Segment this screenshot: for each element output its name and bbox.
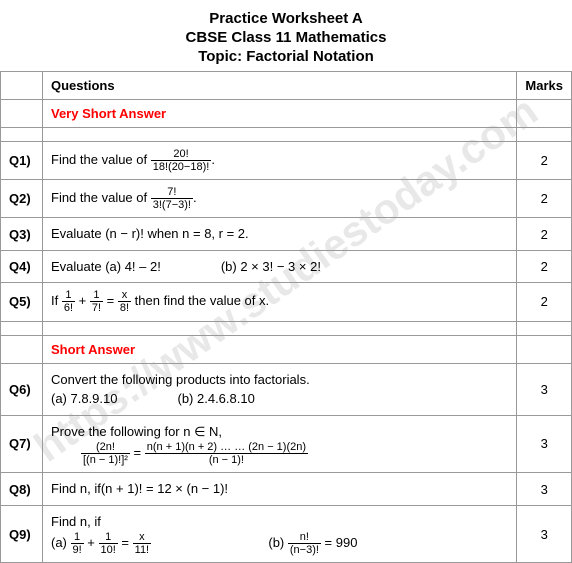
qnum: Q7)	[1, 415, 43, 473]
question-text: Find the value of 20!18!(20−18)!.	[43, 142, 517, 180]
marks-value: 2	[517, 283, 572, 321]
cell-blank	[517, 335, 572, 363]
question-text: Evaluate (a) 4! – 2!(b) 2 × 3! − 3 × 2!	[43, 250, 517, 283]
col-header-marks: Marks	[517, 72, 572, 100]
question-row-q5: Q5) If 16! + 17! = x8! then find the val…	[1, 283, 572, 321]
question-row-q4: Q4) Evaluate (a) 4! – 2!(b) 2 × 3! − 3 ×…	[1, 250, 572, 283]
qnum: Q4)	[1, 250, 43, 283]
question-row-q6: Q6) Convert the following products into …	[1, 363, 572, 415]
qnum: Q9)	[1, 505, 43, 563]
title-line1: Practice Worksheet A	[0, 10, 572, 27]
question-text: If 16! + 17! = x8! then find the value o…	[43, 283, 517, 321]
question-row-q1: Q1) Find the value of 20!18!(20−18)!. 2	[1, 142, 572, 180]
marks-value: 3	[517, 363, 572, 415]
cell-blank	[1, 100, 43, 128]
worksheet-header: Practice Worksheet A CBSE Class 11 Mathe…	[0, 0, 572, 71]
question-text: Find the value of 7!3!(7−3)!.	[43, 180, 517, 218]
marks-value: 2	[517, 250, 572, 283]
section-row-vsa: Very Short Answer	[1, 100, 572, 128]
question-row-q7: Q7) Prove the following for n ∈ N, (2n![…	[1, 415, 572, 473]
question-text: Find n, if (a) 19! + 110! = x11! (b) n!(…	[43, 505, 517, 563]
marks-value: 2	[517, 218, 572, 251]
question-text: Evaluate (n − r)! when n = 8, r = 2.	[43, 218, 517, 251]
question-row-q9: Q9) Find n, if (a) 19! + 110! = x11! (b)…	[1, 505, 572, 563]
section-row-sa: Short Answer	[1, 335, 572, 363]
qnum: Q2)	[1, 180, 43, 218]
question-row-q8: Q8) Find n, if(n + 1)! = 12 × (n − 1)! 3	[1, 473, 572, 506]
questions-table: Questions Marks Very Short Answer Q1) Fi…	[0, 71, 572, 563]
marks-value: 2	[517, 142, 572, 180]
qnum: Q5)	[1, 283, 43, 321]
question-row-q3: Q3) Evaluate (n − r)! when n = 8, r = 2.…	[1, 218, 572, 251]
section-very-short-answer: Very Short Answer	[43, 100, 517, 128]
marks-value: 2	[517, 180, 572, 218]
question-text: Prove the following for n ∈ N, (2n![(n −…	[43, 415, 517, 473]
col-header-questions: Questions	[43, 72, 517, 100]
col-header-blank	[1, 72, 43, 100]
title-line3: Topic: Factorial Notation	[0, 48, 572, 65]
qnum: Q1)	[1, 142, 43, 180]
marks-value: 3	[517, 505, 572, 563]
cell-blank	[1, 335, 43, 363]
title-line2: CBSE Class 11 Mathematics	[0, 29, 572, 46]
spacer-row	[1, 128, 572, 142]
qnum: Q8)	[1, 473, 43, 506]
qnum: Q6)	[1, 363, 43, 415]
marks-value: 3	[517, 473, 572, 506]
spacer-row	[1, 321, 572, 335]
question-text: Convert the following products into fact…	[43, 363, 517, 415]
section-short-answer: Short Answer	[43, 335, 517, 363]
question-row-q2: Q2) Find the value of 7!3!(7−3)!. 2	[1, 180, 572, 218]
cell-blank	[517, 100, 572, 128]
table-header-row: Questions Marks	[1, 72, 572, 100]
qnum: Q3)	[1, 218, 43, 251]
question-text: Find n, if(n + 1)! = 12 × (n − 1)!	[43, 473, 517, 506]
marks-value: 3	[517, 415, 572, 473]
